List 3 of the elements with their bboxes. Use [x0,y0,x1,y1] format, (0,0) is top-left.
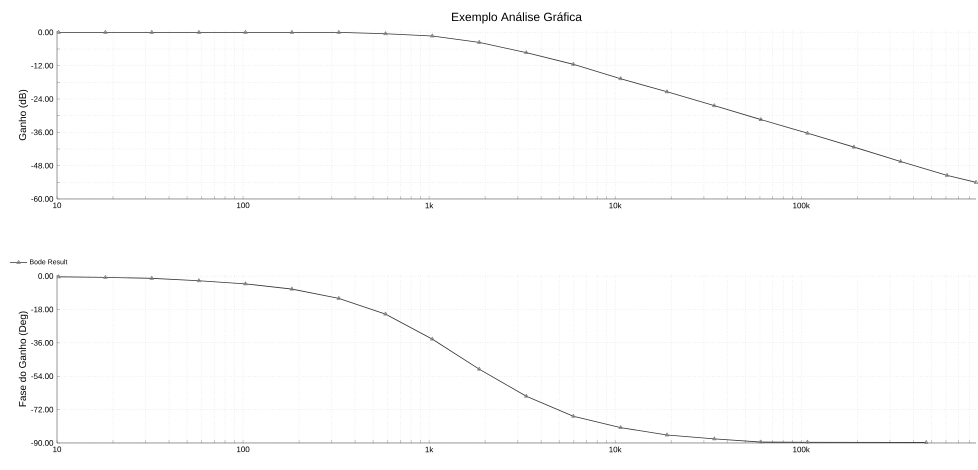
chart-title: Exemplo Análise Gráfica [452,12,582,24]
y-axis-title: Fase do Ganho (Deg) [18,311,28,406]
y-axis-title: Ganho (dB) [18,90,28,140]
